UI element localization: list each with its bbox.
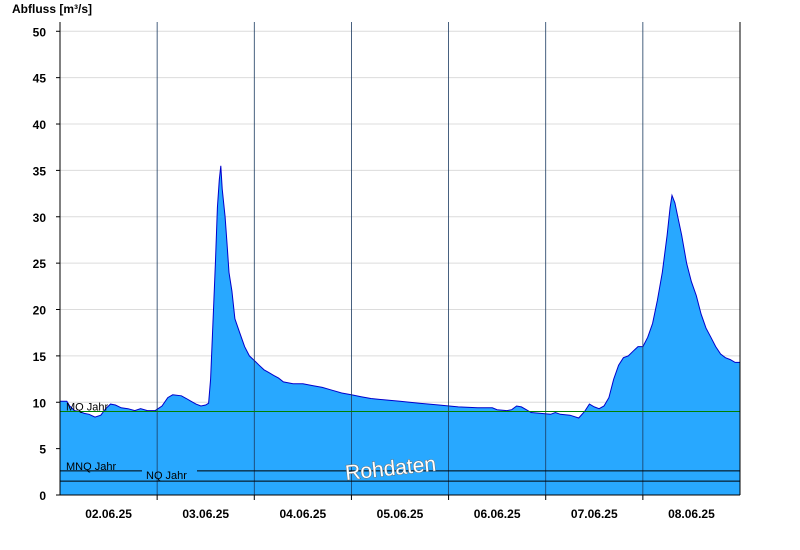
x-tick-label: 04.06.25	[279, 507, 326, 521]
y-axis-ticks: 0 5 10 15 20 25 30 35 40 45 50	[33, 25, 60, 503]
y-tick-label: 20	[33, 304, 47, 318]
mq-jahr-label: MQ Jahr	[66, 402, 109, 414]
mnq-jahr-label: MNQ Jahr	[66, 461, 116, 473]
discharge-line	[60, 165, 740, 419]
y-tick-label: 50	[33, 25, 47, 39]
y-tick-label: 30	[33, 211, 47, 225]
x-axis-ticks: 02.06.25 03.06.25 04.06.25 05.06.25 06.06.25…	[85, 495, 715, 521]
y-tick-label: 25	[33, 257, 47, 271]
x-tick-label: 03.06.25	[182, 507, 229, 521]
y-tick-label: 35	[33, 164, 47, 178]
x-tick-label: 07.06.25	[571, 507, 618, 521]
y-tick-label: 15	[33, 350, 47, 364]
x-tick-label: 06.06.25	[474, 507, 521, 521]
y-tick-label: 5	[39, 443, 46, 457]
nq-jahr-label: NQ Jahr	[146, 470, 187, 482]
axes	[59, 22, 741, 496]
y-tick-label: 10	[33, 396, 47, 410]
y-tick-label: 0	[39, 489, 46, 503]
y-axis-title: Abfluss [m³/s]	[12, 2, 92, 16]
y-tick-label: 45	[33, 72, 47, 86]
day-separators	[156, 22, 644, 495]
y-tick-label: 40	[33, 118, 47, 132]
x-tick-label: 08.06.25	[668, 507, 715, 521]
x-tick-label: 02.06.25	[85, 507, 132, 521]
discharge-area	[60, 165, 740, 496]
x-tick-label: 05.06.25	[377, 507, 424, 521]
reference-lines: MQ Jahr MNQ Jahr NQ Jahr	[60, 402, 740, 482]
